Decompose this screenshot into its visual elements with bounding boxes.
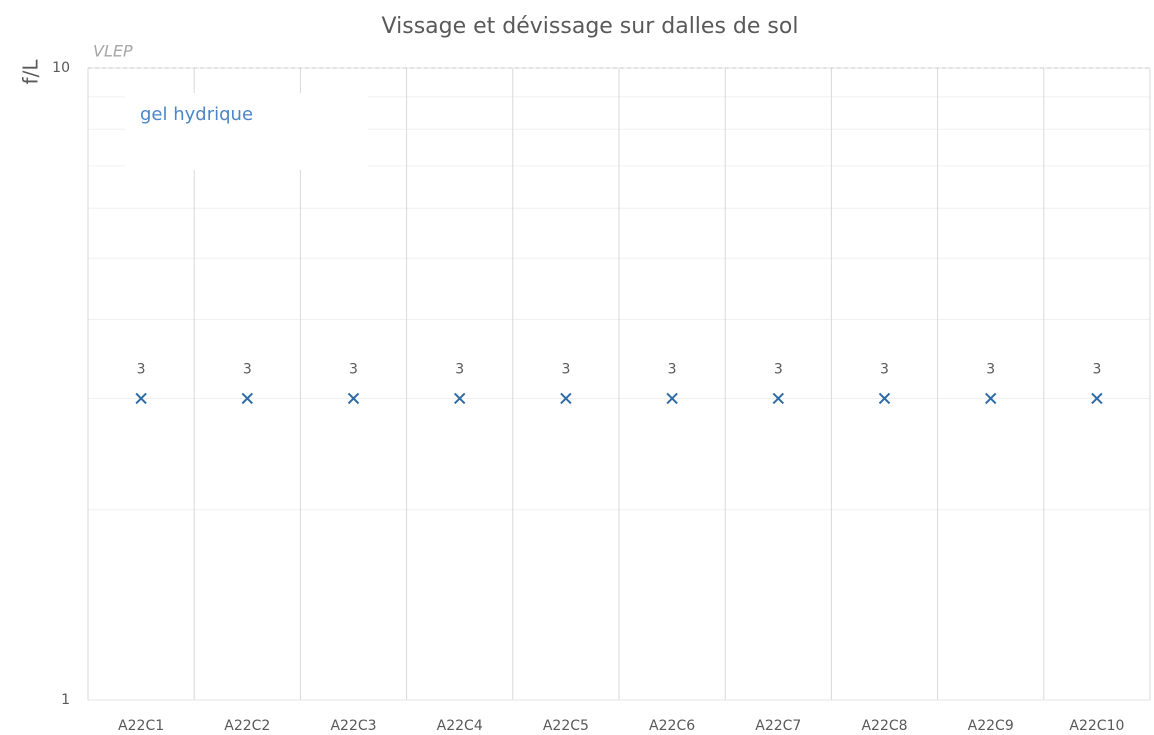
marker-stroke [984, 392, 997, 405]
marker-stroke [666, 392, 678, 405]
data-label: 3 [455, 361, 464, 377]
marker [772, 392, 785, 405]
marker [1091, 392, 1103, 405]
reference-label: VLEP [93, 42, 133, 61]
data-label: 3 [774, 361, 783, 377]
marker [666, 392, 678, 405]
marker [347, 392, 360, 405]
x-tick-label: A22C3 [330, 718, 376, 734]
marker [560, 392, 572, 405]
marker [984, 392, 997, 405]
data-label: 3 [561, 361, 570, 377]
marker-stroke [453, 392, 466, 405]
x-tick-label: A22C10 [1069, 718, 1124, 734]
marker [135, 392, 147, 405]
x-tick-label: A22C2 [224, 718, 270, 734]
y-tick-label: 1 [61, 692, 70, 708]
x-tick-label: A22C7 [755, 718, 801, 734]
marker [878, 392, 891, 405]
x-tick-label: A22C1 [118, 718, 164, 734]
marker [241, 392, 254, 405]
data-label: 3 [880, 361, 889, 377]
marker-stroke [135, 392, 147, 405]
x-tick-label: A22C9 [968, 718, 1014, 734]
x-tick-label: A22C4 [437, 718, 483, 734]
marker-stroke [560, 392, 572, 405]
y-axis-label: f/L [19, 59, 43, 85]
marker-stroke [772, 392, 785, 405]
data-label: 3 [1092, 361, 1101, 377]
marker-stroke [347, 392, 360, 405]
annotation: gel hydrique [140, 104, 253, 125]
x-tick-label: A22C5 [543, 718, 589, 734]
chart-title: Vissage et dévissage sur dalles de sol [382, 14, 799, 39]
x-tick-label: A22C8 [861, 718, 907, 734]
data-label: 3 [137, 361, 146, 377]
data-label: 3 [349, 361, 358, 377]
annotation-box [125, 93, 368, 170]
marker [453, 392, 466, 405]
marker-stroke [1091, 392, 1103, 405]
data-label: 3 [243, 361, 252, 377]
x-tick-label: A22C6 [649, 718, 695, 734]
data-label: 3 [986, 361, 995, 377]
y-tick-label: 10 [52, 60, 70, 76]
marker-stroke [878, 392, 891, 405]
data-label: 3 [668, 361, 677, 377]
marker-stroke [241, 392, 254, 405]
